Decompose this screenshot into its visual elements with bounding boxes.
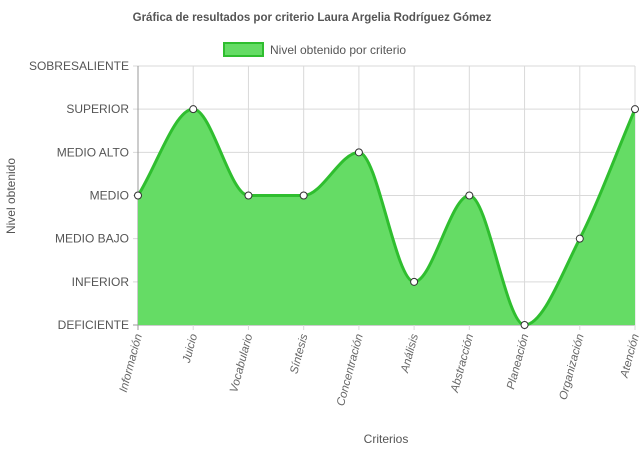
x-axis-ticks: Información Juicio Vocabulario Síntesis Conc… [118,332,639,407]
data-point[interactable] [465,191,474,200]
series-line [136,107,637,327]
y-tick-label: SOBRESALIENTE [29,59,129,73]
x-tick-label: Organización [558,333,587,402]
y-tick-label: DEFICIENTE [58,318,129,332]
x-tick-label: Planeación [505,333,531,391]
data-point[interactable] [189,105,198,114]
legend-swatch [223,42,264,57]
data-point[interactable] [520,321,529,329]
data-point[interactable] [244,191,253,200]
data-point[interactable] [354,148,363,157]
chart-title: Gráfica de resultados por criterio Laura… [133,12,492,24]
y-tick-label: SUPERIOR [66,102,129,116]
x-axis-label: Criterios [364,432,409,446]
legend[interactable]: Nivel obtenido por criterio [223,42,406,57]
x-tick-label: Concentración [335,333,366,408]
data-point[interactable] [631,105,639,114]
y-axis-ticks: DEFICIENTE INFERIOR MEDIO BAJO MEDIO MEDIO A… [29,59,129,332]
data-point[interactable] [410,277,419,286]
x-tick-label: Abstracción [449,333,476,395]
legend-label: Nivel obtenido por criterio [270,43,406,57]
x-tick-label: Información [118,333,145,394]
series-area [136,107,637,327]
y-tick-label: MEDIO ALTO [57,145,129,159]
data-point[interactable] [575,234,584,243]
data-point[interactable] [134,191,142,200]
x-tick-label: Atención [618,333,639,380]
data-points [134,105,639,329]
x-tick-label: Vocabulario [228,332,255,394]
y-tick-label: MEDIO [90,189,129,203]
data-point[interactable] [299,191,308,200]
y-tick-label: MEDIO BAJO [55,232,129,246]
x-tick-label: Síntesis [288,332,310,375]
x-tick-label: Juicio [181,332,201,365]
y-tick-label: INFERIOR [72,275,130,289]
x-tick-label: Análisis [399,332,421,375]
y-axis-label: Nivel obtenido [4,158,18,234]
